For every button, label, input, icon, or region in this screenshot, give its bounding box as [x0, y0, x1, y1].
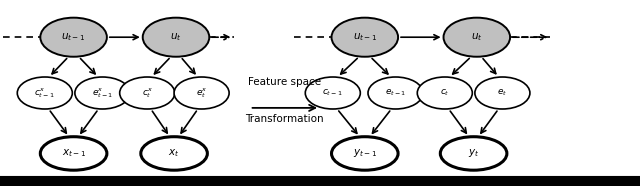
Text: $c_t$: $c_t$ — [440, 88, 450, 98]
Ellipse shape — [332, 137, 398, 170]
Text: Transformation: Transformation — [246, 114, 324, 124]
Text: $u_{t-1}$: $u_{t-1}$ — [353, 31, 377, 43]
Ellipse shape — [440, 137, 507, 170]
Text: $y_t$: $y_t$ — [468, 147, 479, 159]
Text: $c_{t-1}$: $c_{t-1}$ — [323, 88, 343, 98]
Text: $u_t$: $u_t$ — [170, 31, 182, 43]
Ellipse shape — [75, 77, 130, 109]
Text: $u_t$: $u_t$ — [471, 31, 483, 43]
Text: $x_{t-1}$: $x_{t-1}$ — [61, 147, 86, 159]
Ellipse shape — [40, 18, 107, 57]
Ellipse shape — [143, 18, 209, 57]
Text: $c^x_t$: $c^x_t$ — [141, 86, 153, 100]
Text: $u_{t-1}$: $u_{t-1}$ — [61, 31, 86, 43]
Ellipse shape — [174, 77, 229, 109]
Ellipse shape — [305, 77, 360, 109]
Text: $e_t$: $e_t$ — [497, 88, 508, 98]
Ellipse shape — [120, 77, 175, 109]
Text: $e^x_{t-1}$: $e^x_{t-1}$ — [92, 86, 113, 100]
Text: $e^x_t$: $e^x_t$ — [196, 86, 207, 100]
Text: $x_t$: $x_t$ — [168, 147, 180, 159]
Ellipse shape — [40, 137, 107, 170]
Ellipse shape — [475, 77, 530, 109]
Ellipse shape — [368, 77, 423, 109]
Ellipse shape — [417, 77, 472, 109]
Ellipse shape — [141, 137, 207, 170]
Text: $e_{t-1}$: $e_{t-1}$ — [385, 88, 406, 98]
Text: $c^x_{t-1}$: $c^x_{t-1}$ — [35, 86, 55, 100]
Ellipse shape — [444, 18, 510, 57]
Text: Feature space: Feature space — [248, 77, 321, 87]
Text: $y_{t-1}$: $y_{t-1}$ — [353, 147, 377, 159]
Ellipse shape — [332, 18, 398, 57]
Ellipse shape — [17, 77, 72, 109]
